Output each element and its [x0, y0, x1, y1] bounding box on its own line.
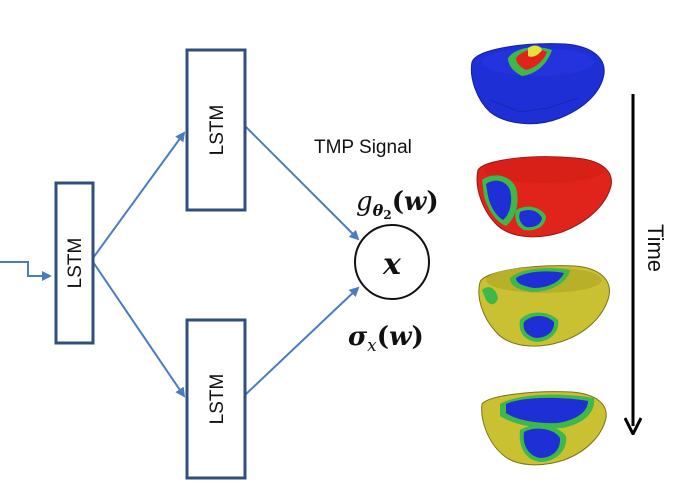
- lstm-top-label: LSTM: [207, 105, 228, 156]
- heart-frame-1: [470, 43, 605, 125]
- heart-frame-4: [481, 391, 607, 466]
- g-theta-label: gθ2(w): [356, 187, 439, 222]
- lstm-input-box: LSTM: [54, 181, 95, 345]
- tmp-signal-caption: TMP Signal: [314, 137, 412, 158]
- lstm-input-label: LSTM: [65, 238, 86, 289]
- arrow-input-to-top: [92, 131, 186, 259]
- lstm-bottom-box: LSTM: [185, 318, 247, 480]
- input-connector: [0, 261, 52, 281]
- heart-frame-3: [478, 265, 610, 347]
- arrow-bottom-to-output: [244, 286, 360, 396]
- arrow-input-to-bottom: [92, 261, 186, 398]
- sigma-x-label: σx(w): [348, 322, 424, 356]
- output-node-label: x: [382, 247, 402, 282]
- arrow-top-to-output: [244, 125, 360, 241]
- output-node: x: [354, 224, 430, 300]
- heart-frame-2: [476, 156, 612, 238]
- time-label: Time: [643, 224, 668, 272]
- lstm-bottom-label: LSTM: [207, 374, 228, 425]
- lstm-top-box: LSTM: [185, 48, 247, 212]
